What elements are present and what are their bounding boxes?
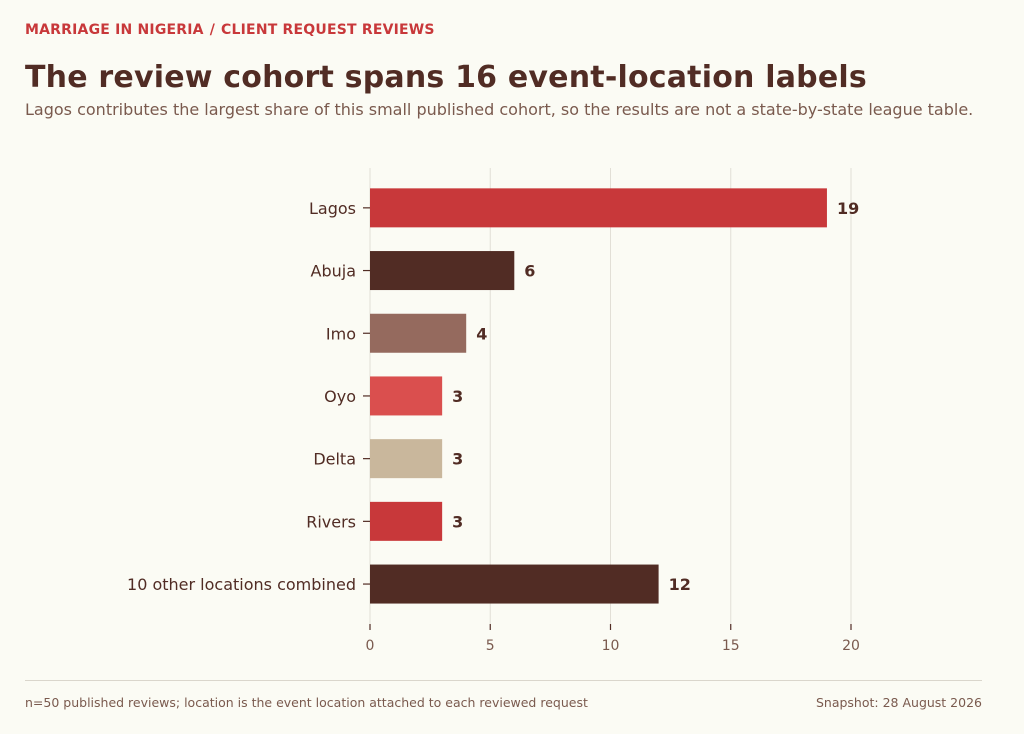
value-label: 19 [837, 199, 859, 218]
category-label: Abuja [311, 262, 357, 281]
footnote: n=50 published reviews; location is the … [25, 695, 588, 710]
value-label: 4 [476, 324, 487, 343]
category-label: Imo [326, 324, 356, 343]
bar-lagos [370, 188, 827, 228]
bars [370, 188, 827, 604]
kicker-section: MARRIAGE IN NIGERIA [25, 22, 204, 38]
snapshot-date: Snapshot: 28 August 2026 [815, 695, 982, 710]
x-tick-label: 10 [602, 638, 620, 654]
bar-abuja [370, 251, 515, 291]
value-label: 12 [669, 575, 691, 594]
value-label: 3 [452, 450, 463, 469]
kicker: MARRIAGE IN NIGERIA / CLIENT REQUEST REVIE… [25, 22, 435, 38]
page-title: The review cohort spans 16 event-locatio… [25, 60, 867, 95]
x-tick-label: 20 [842, 638, 860, 654]
kicker-separator: / [209, 22, 216, 38]
kicker-topic: CLIENT REQUEST REVIEWS [221, 22, 435, 38]
value-label: 3 [452, 387, 463, 406]
bar-10-other-locations-combined [370, 564, 659, 604]
category-labels: Lagos Abuja Imo Oyo Delta Rivers 10 other loca… [127, 199, 370, 594]
data-labels: 19 6 4 3 3 3 12 [452, 199, 859, 594]
bar-imo [370, 313, 467, 353]
x-axis: 0 5 10 15 20 [366, 624, 860, 654]
value-label: 6 [524, 262, 535, 281]
footer-divider [25, 680, 982, 681]
bar-oyo [370, 376, 443, 416]
x-tick-label: 15 [722, 638, 740, 654]
category-label: Rivers [306, 512, 356, 531]
x-tick-label: 5 [486, 638, 495, 654]
value-label: 3 [452, 512, 463, 531]
category-label: 10 other locations combined [127, 575, 356, 594]
page-subtitle: Lagos contributes the largest share of t… [25, 100, 974, 119]
category-label: Lagos [309, 199, 356, 218]
bar-rivers [370, 501, 443, 541]
x-tick-label: 0 [366, 638, 375, 654]
category-label: Delta [313, 450, 356, 469]
bar-delta [370, 439, 443, 479]
category-label: Oyo [324, 387, 356, 406]
